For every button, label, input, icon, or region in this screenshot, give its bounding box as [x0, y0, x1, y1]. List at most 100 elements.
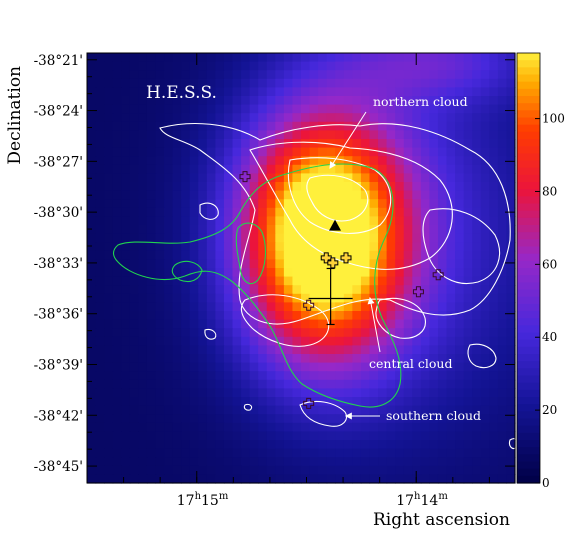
heatmap-cell: [506, 225, 516, 235]
heatmap-cell: [489, 130, 499, 140]
heatmap-cell: [87, 379, 97, 389]
heatmap-cell: [258, 268, 268, 278]
x-axis-label: Right ascension: [373, 510, 510, 530]
heatmap-cell: [129, 139, 139, 149]
heatmap-cell: [326, 362, 336, 372]
heatmap-cell: [472, 259, 482, 269]
heatmap-cell: [249, 345, 259, 355]
heatmap-cell: [403, 242, 413, 252]
heatmap-cell: [301, 474, 311, 484]
heatmap-cell: [420, 173, 430, 183]
heatmap-cell: [326, 156, 336, 166]
heatmap-cell: [343, 457, 353, 467]
heatmap-cell: [104, 457, 114, 467]
heatmap-cell: [189, 474, 199, 484]
heatmap-cell: [446, 276, 456, 286]
heatmap-cell: [266, 250, 276, 260]
heatmap-cell: [198, 250, 208, 260]
heatmap-cell: [412, 121, 422, 131]
heatmap-cell: [104, 293, 114, 303]
heatmap-cell: [112, 250, 122, 260]
heatmap-cell: [198, 216, 208, 226]
heatmap-cell: [138, 242, 148, 252]
heatmap-cell: [104, 431, 114, 441]
heatmap-cell: [395, 345, 405, 355]
heatmap-cell: [155, 70, 165, 80]
heatmap-cell: [463, 164, 473, 174]
heatmap-cell: [198, 121, 208, 131]
heatmap-cell: [266, 405, 276, 415]
heatmap-cell: [429, 293, 439, 303]
heatmap-cell: [326, 78, 336, 88]
colorbar-cell: [517, 232, 540, 240]
heatmap-cell: [437, 87, 448, 97]
heatmap-cell: [318, 405, 328, 415]
heatmap-cell: [241, 250, 251, 260]
heatmap-cell: [266, 96, 276, 106]
heatmap-cell: [472, 268, 482, 278]
heatmap-cell: [497, 207, 508, 217]
heatmap-cell: [155, 431, 165, 441]
heatmap-cell: [335, 139, 345, 149]
heatmap-cell: [437, 259, 448, 269]
heatmap-cell: [429, 130, 439, 140]
heatmap-cell: [258, 70, 268, 80]
heatmap-cell: [241, 431, 251, 441]
heatmap-cell: [395, 164, 405, 174]
heatmap-cell: [112, 113, 122, 123]
heatmap-cell: [455, 311, 465, 321]
heatmap-cell: [232, 397, 242, 407]
heatmap-cell: [369, 285, 379, 295]
colorbar-cell: [517, 382, 540, 391]
heatmap-cell: [181, 130, 191, 140]
heatmap-cell: [95, 440, 105, 450]
heatmap-cell: [181, 78, 191, 88]
heatmap-cell: [112, 388, 122, 398]
heatmap-cell: [138, 285, 148, 295]
heatmap-cell: [241, 156, 251, 166]
heatmap-cell: [215, 207, 225, 217]
heatmap-cell: [206, 362, 216, 372]
plus-marker: [239, 171, 251, 183]
heatmap-cell: [241, 457, 251, 467]
heatmap-cell: [249, 70, 259, 80]
heatmap-cell: [369, 414, 379, 424]
heatmap-cell: [412, 336, 422, 346]
heatmap-cell: [87, 302, 97, 312]
heatmap-cell: [146, 405, 157, 415]
heatmap-cell: [369, 440, 379, 450]
heatmap-cell: [292, 242, 302, 252]
heatmap-cell: [352, 147, 362, 157]
heatmap-cell: [472, 139, 482, 149]
heatmap-cell: [386, 431, 396, 441]
heatmap-cell: [266, 422, 276, 432]
heatmap-cell: [112, 422, 122, 432]
y-tick-label: -38°45': [34, 459, 83, 475]
green-contour: [171, 260, 203, 283]
heatmap-cell: [369, 474, 379, 484]
heatmap-cell: [489, 104, 499, 114]
heatmap-cell: [292, 78, 302, 88]
heatmap-cell: [360, 182, 371, 192]
heatmap-cell: [309, 233, 319, 243]
heatmap-cell: [232, 465, 242, 475]
heatmap-cell: [301, 319, 311, 329]
heatmap-cell: [129, 156, 139, 166]
heatmap-cell: [360, 199, 371, 209]
heatmap-cell: [104, 139, 114, 149]
heatmap-cell: [258, 173, 268, 183]
heatmap-cell: [172, 302, 182, 312]
heatmap-cell: [369, 233, 379, 243]
heatmap-cell: [497, 216, 508, 226]
heatmap-cell: [95, 233, 105, 243]
heatmap-cell: [446, 225, 456, 235]
heatmap-cell: [87, 345, 97, 355]
heatmap-cell: [318, 78, 328, 88]
heatmap-cell: [223, 233, 234, 243]
heatmap-cell: [121, 371, 131, 381]
heatmap-cell: [395, 259, 405, 269]
heatmap-cell: [198, 388, 208, 398]
heatmap-cell: [489, 259, 499, 269]
heatmap-cell: [95, 147, 105, 157]
heatmap-cell: [198, 164, 208, 174]
